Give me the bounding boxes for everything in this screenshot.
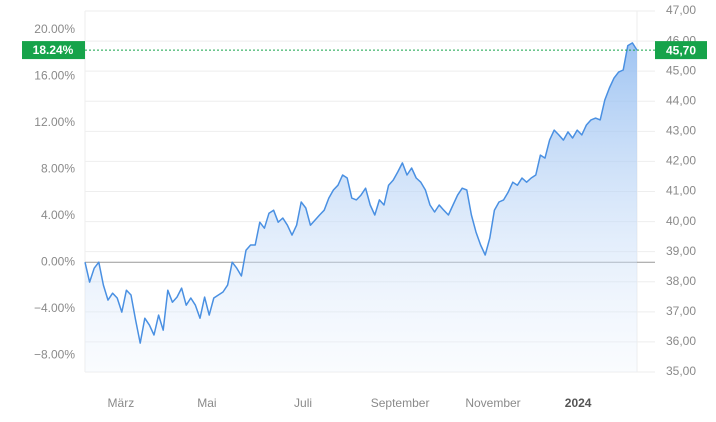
price-badge — [655, 41, 707, 60]
area — [85, 42, 637, 373]
x-tick-label: November — [465, 396, 520, 410]
x-tick-label: Juli — [294, 396, 312, 410]
x-tick-label: September — [371, 396, 430, 410]
y2-tick-label: 37,00 — [666, 304, 696, 318]
y2-tick-label: 40,00 — [666, 214, 696, 228]
y2-tick-label: 39,00 — [666, 244, 696, 258]
y2-tick-label: 41,00 — [666, 184, 696, 198]
y-tick-label: 12.00% — [34, 115, 75, 129]
pct-badge-label: 18.24% — [33, 43, 74, 57]
y2-tick-label: 35,00 — [666, 364, 696, 378]
price-line — [84, 42, 638, 344]
y2-tick-label: 47,00 — [666, 3, 696, 17]
price-badge-label: 45,70 — [666, 43, 696, 57]
y-tick-label: 4.00% — [41, 208, 75, 222]
x-tick-label: 2024 — [565, 396, 592, 410]
y2-tick-label: 38,00 — [666, 274, 696, 288]
pct-badge — [22, 41, 85, 60]
y-tick-label: 16.00% — [34, 68, 75, 82]
y-tick-label: 8.00% — [41, 161, 75, 175]
y-tick-label: −8.00% — [34, 347, 75, 361]
y2-tick-label: 43,00 — [666, 124, 696, 138]
y2-tick-label: 44,00 — [666, 93, 696, 107]
y-tick-label: 20.00% — [34, 22, 75, 36]
y2-tick-label: 45,00 — [666, 63, 696, 77]
y-tick-label: 0.00% — [41, 254, 75, 268]
x-tick-label: Mai — [197, 396, 216, 410]
y-tick-label: −4.00% — [34, 301, 75, 315]
y2-tick-label: 36,00 — [666, 334, 696, 348]
y2-tick-label: 42,00 — [666, 154, 696, 168]
x-tick-label: März — [108, 396, 135, 410]
